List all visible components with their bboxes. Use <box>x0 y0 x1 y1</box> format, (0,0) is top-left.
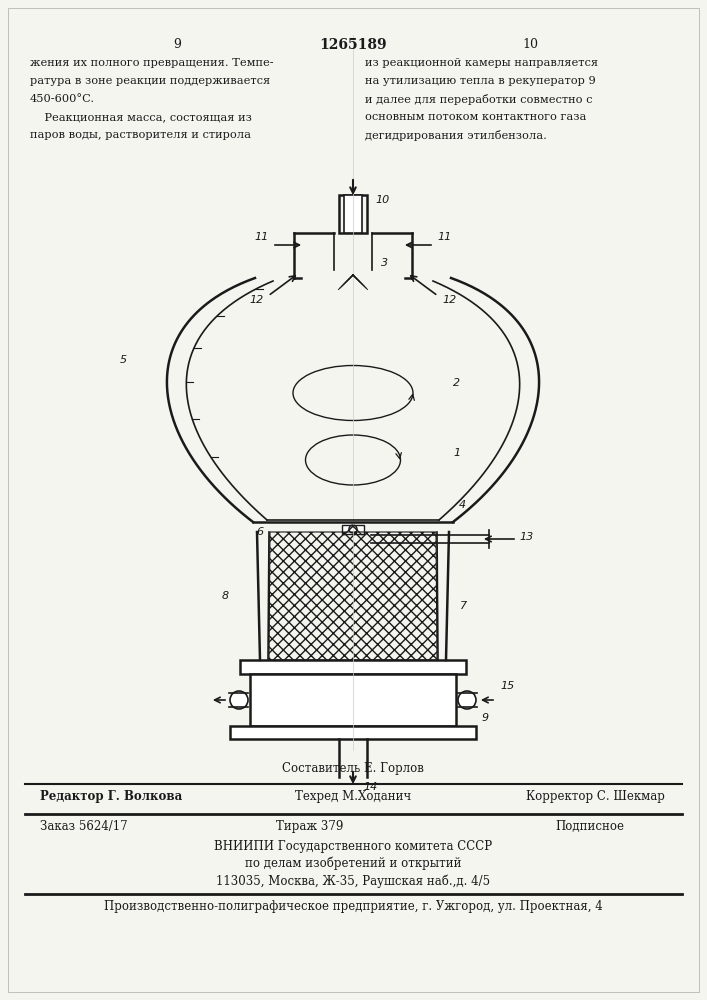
Text: Производственно-полиграфическое предприятие, г. Ужгород, ул. Проектная, 4: Производственно-полиграфическое предприя… <box>104 900 602 913</box>
Text: 12: 12 <box>250 295 264 305</box>
Text: паров воды, растворителя и стирола: паров воды, растворителя и стирола <box>30 130 251 140</box>
Text: ратура в зоне реакции поддерживается: ратура в зоне реакции поддерживается <box>30 76 270 86</box>
Bar <box>250 674 456 726</box>
Text: 6: 6 <box>256 527 263 537</box>
Text: 1: 1 <box>453 448 460 458</box>
Text: 12: 12 <box>442 295 456 305</box>
Text: 11: 11 <box>437 232 451 242</box>
Bar <box>240 660 466 674</box>
Text: на утилизацию тепла в рекуператор 9: на утилизацию тепла в рекуператор 9 <box>365 76 596 86</box>
Text: 450-600°C.: 450-600°C. <box>30 94 95 104</box>
Text: 10: 10 <box>522 38 538 51</box>
Text: 113035, Москва, Ж-35, Раушская наб.,д. 4/5: 113035, Москва, Ж-35, Раушская наб.,д. 4… <box>216 874 490 888</box>
Text: Подписное: Подписное <box>555 820 624 833</box>
Text: и далее для переработки совместно с: и далее для переработки совместно с <box>365 94 592 105</box>
Text: 4: 4 <box>459 500 466 510</box>
Bar <box>230 726 476 739</box>
Text: 3: 3 <box>381 258 388 268</box>
Text: Реакционная масса, состоящая из: Реакционная масса, состоящая из <box>30 112 252 122</box>
Text: Тираж 379: Тираж 379 <box>276 820 344 833</box>
Bar <box>342 525 364 534</box>
Text: 15: 15 <box>500 681 514 691</box>
Text: Составитель Е. Горлов: Составитель Е. Горлов <box>282 762 424 775</box>
Text: основным потоком контактного газа: основным потоком контактного газа <box>365 112 586 122</box>
Text: 9: 9 <box>482 713 489 723</box>
Text: Редактор Г. Волкова: Редактор Г. Волкова <box>40 790 182 803</box>
Text: 1265189: 1265189 <box>319 38 387 52</box>
Bar <box>344 195 362 233</box>
Text: дегидрирования этилбензола.: дегидрирования этилбензола. <box>365 130 547 141</box>
Text: 13: 13 <box>519 532 533 542</box>
Text: ВНИИПИ Государственного комитета СССР: ВНИИПИ Государственного комитета СССР <box>214 840 492 853</box>
Text: 11: 11 <box>255 232 269 242</box>
Circle shape <box>230 691 248 709</box>
Circle shape <box>458 691 476 709</box>
Text: Техред М.Ходанич: Техред М.Ходанич <box>295 790 411 803</box>
Text: 2: 2 <box>453 378 460 388</box>
Text: 5: 5 <box>119 355 127 365</box>
Circle shape <box>349 525 357 533</box>
Text: 10: 10 <box>375 195 390 205</box>
Text: 8: 8 <box>222 591 229 601</box>
Text: Заказ 5624/17: Заказ 5624/17 <box>40 820 128 833</box>
Text: 14: 14 <box>363 782 378 792</box>
Text: жения их полного превращения. Темпе-: жения их полного превращения. Темпе- <box>30 58 274 68</box>
Bar <box>339 195 367 233</box>
Text: из реакционной камеры направляется: из реакционной камеры направляется <box>365 58 598 68</box>
Text: 9: 9 <box>173 38 181 51</box>
Text: Корректор С. Шекмар: Корректор С. Шекмар <box>526 790 665 803</box>
Text: по делам изобретений и открытий: по делам изобретений и открытий <box>245 857 461 870</box>
Text: 7: 7 <box>460 601 467 611</box>
